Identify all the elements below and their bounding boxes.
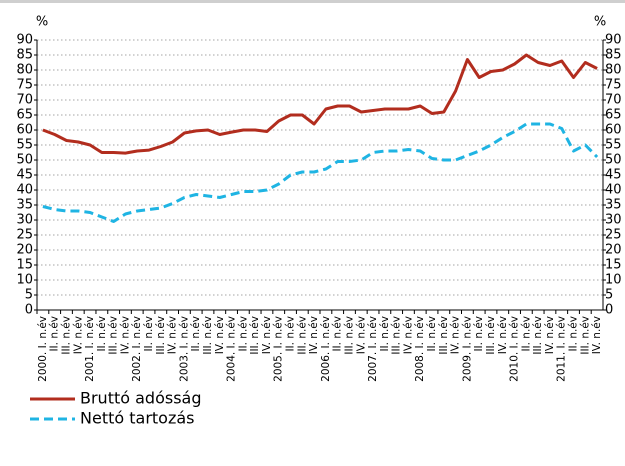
x-tick-label: II. n.év [49, 316, 61, 352]
y2-tick-label: 55 [605, 138, 622, 153]
x-tick-label: 2011. I. n.év [556, 316, 568, 382]
y-tick-label: 30 [16, 213, 33, 228]
y-axis-label: % [36, 15, 48, 30]
x-tick-label: II. n.év [332, 316, 344, 352]
y2-tick-label: 65 [605, 108, 622, 123]
x-tick-label: III. n.év [579, 316, 591, 355]
x-tick-label: II. n.év [285, 316, 297, 352]
legend-label: Bruttó adósság [80, 389, 202, 408]
x-tick-label: II. n.év [143, 316, 155, 352]
x-tick-label: IV. n.év [119, 316, 131, 354]
y-tick-label: 10 [16, 273, 33, 288]
y2-tick-label: 10 [605, 273, 622, 288]
y2-tick-label: 40 [605, 183, 622, 198]
x-tick-label: 2002. I. n.év [131, 316, 143, 382]
x-tick-label: III. n.év [532, 316, 544, 355]
x-tick-label: II. n.év [426, 316, 438, 352]
x-tick-label: 2004. I. n.év [226, 316, 238, 382]
x-tick-label: IV. n.év [591, 316, 603, 354]
x-tick-label: II. n.év [379, 316, 391, 352]
y-tick-label: 5 [25, 288, 33, 303]
x-tick-label: III. n.év [249, 316, 261, 355]
x-tick-label: IV. n.év [402, 316, 414, 354]
legend-label: Nettó tartozás [80, 409, 195, 428]
y-tick-label: 65 [16, 108, 33, 123]
x-tick-label: III. n.év [438, 316, 450, 355]
x-tick-label: IV. n.év [450, 316, 462, 354]
y-tick-label: 60 [16, 123, 33, 138]
x-tick-label: III. n.év [108, 316, 120, 355]
x-tick-label: III. n.év [202, 316, 214, 355]
x-tick-label: IV. n.év [497, 316, 509, 354]
y2-axis-label: % [594, 15, 606, 30]
x-tick-label: IV. n.év [308, 316, 320, 354]
y2-tick-label: 35 [605, 198, 622, 213]
x-tick-label: III. n.év [60, 316, 72, 355]
y2-tick-label: 15 [605, 258, 622, 273]
y2-tick-label: 50 [605, 153, 622, 168]
x-tick-label: 2003. I. n.év [178, 316, 190, 382]
y-tick-label: 35 [16, 198, 33, 213]
x-tick-label: IV. n.év [72, 316, 84, 354]
x-tick-label: 2000. I. n.év [37, 316, 49, 382]
x-tick-label: III. n.év [485, 316, 497, 355]
top-bar [0, 0, 625, 3]
y-tick-label: 0 [25, 303, 33, 318]
y-tick-label: 15 [16, 258, 33, 273]
x-tick-label: IV. n.év [544, 316, 556, 354]
y2-tick-label: 70 [605, 93, 622, 108]
x-tick-label: II. n.év [237, 316, 249, 352]
x-tick-label: IV. n.év [167, 316, 179, 354]
y-tick-label: 25 [16, 228, 33, 243]
y-tick-label: 70 [16, 93, 33, 108]
y2-tick-label: 45 [605, 168, 622, 183]
y2-tick-label: 25 [605, 228, 622, 243]
y-tick-label: 80 [16, 63, 33, 78]
x-tick-label: III. n.év [391, 316, 403, 355]
y2-tick-label: 85 [605, 48, 622, 63]
series-line [42, 53, 598, 155]
y-tick-label: 90 [16, 33, 33, 48]
x-tick-label: 2008. I. n.év [414, 316, 426, 382]
x-tick-label: IV. n.év [355, 316, 367, 354]
x-tick-label: II. n.év [520, 316, 532, 352]
x-tick-label: 2010. I. n.év [509, 316, 521, 382]
x-tick-label: II. n.év [190, 316, 202, 352]
y-tick-label: 55 [16, 138, 33, 153]
x-tick-label: 2009. I. n.év [461, 316, 473, 382]
y2-tick-label: 5 [605, 288, 613, 303]
y2-tick-label: 20 [605, 243, 622, 258]
x-tick-label: II. n.év [473, 316, 485, 352]
x-tick-label: 2005. I. n.év [273, 316, 285, 382]
x-tick-label: IV. n.év [261, 316, 273, 354]
x-tick-label: IV. n.év [214, 316, 226, 354]
x-tick-label: 2001. I. n.év [84, 316, 96, 382]
y2-tick-label: 75 [605, 78, 622, 93]
y-tick-label: 75 [16, 78, 33, 93]
y2-tick-label: 30 [605, 213, 622, 228]
y-tick-label: 85 [16, 48, 33, 63]
x-tick-label: III. n.év [155, 316, 167, 355]
y2-tick-label: 80 [605, 63, 622, 78]
y2-tick-label: 60 [605, 123, 622, 138]
x-tick-label: 2007. I. n.év [367, 316, 379, 382]
y-tick-label: 45 [16, 168, 33, 183]
y-tick-label: 20 [16, 243, 33, 258]
x-tick-label: II. n.év [568, 316, 580, 352]
x-tick-label: III. n.év [343, 316, 355, 355]
x-tick-label: 2006. I. n.év [320, 316, 332, 382]
y2-tick-label: 90 [605, 33, 622, 48]
x-tick-label: III. n.év [296, 316, 308, 355]
series-line [42, 122, 599, 223]
y-tick-label: 50 [16, 153, 33, 168]
y2-tick-label: 0 [605, 303, 613, 318]
x-tick-label: II. n.év [96, 316, 108, 352]
y-tick-label: 40 [16, 183, 33, 198]
